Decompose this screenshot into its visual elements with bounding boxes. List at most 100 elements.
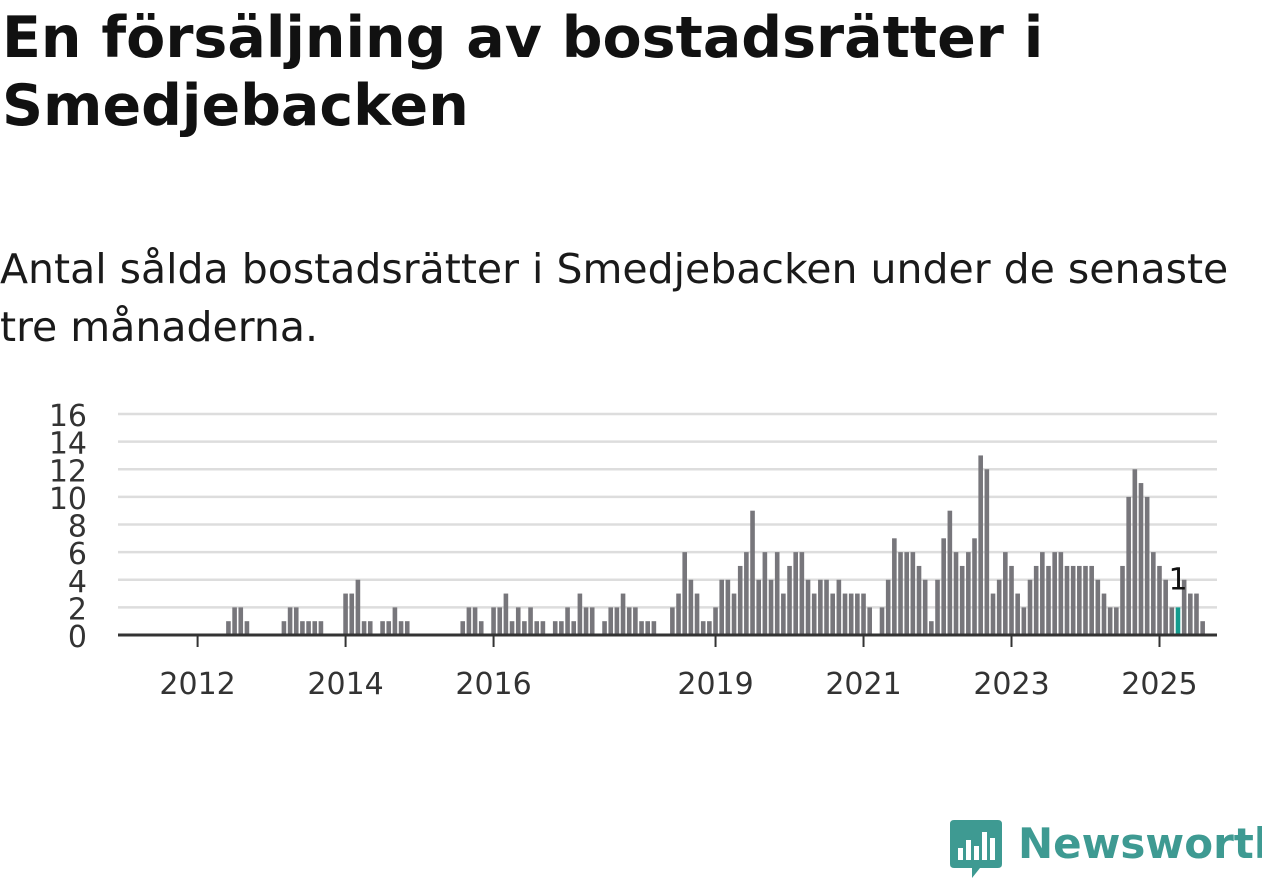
highlight-value-label: 1 [1168,562,1187,597]
bar [848,593,854,635]
x-tick-label: 2021 [825,667,901,700]
bar [1114,607,1119,636]
bar [1077,565,1082,635]
bar [904,552,909,636]
y-tick-label: 10 [49,482,87,517]
bar [959,565,965,635]
bar [565,607,570,636]
bar [571,621,577,635]
bar [460,621,466,635]
bar [343,593,348,635]
bar [620,593,626,635]
bar [497,607,503,636]
bar [380,621,385,635]
bar [1120,565,1125,635]
bar [861,593,866,635]
bar [941,538,946,635]
bar [1046,565,1051,635]
bar [491,607,496,636]
bar [1175,607,1181,636]
bar [602,621,607,635]
bars [226,455,1205,636]
bar [1107,607,1113,636]
bar [577,593,583,635]
bar [626,607,632,636]
x-tick-label: 2023 [973,667,1049,700]
bar [281,621,287,635]
bar [922,579,928,635]
bar [805,579,811,635]
bar [744,552,749,636]
bar [651,621,657,635]
bar [472,607,478,636]
bar [947,510,953,635]
bar [1070,565,1076,635]
bar [750,510,755,635]
bar [1138,483,1144,635]
bar [540,621,546,635]
bar [226,621,231,635]
bar [682,552,688,636]
bar [756,579,761,635]
bar [978,455,983,635]
x-tick-label: 2019 [677,667,753,700]
bar [707,621,712,635]
chart-title: En försäljning av bostadsrätter i Smedje… [2,5,1044,139]
x-tick-label: 2016 [455,667,531,700]
bar [509,621,515,635]
bar [1058,552,1064,636]
bar [898,552,903,636]
bar [719,579,725,635]
bar [583,607,589,636]
bar [386,621,392,635]
bar [953,552,959,636]
bar [1181,579,1187,635]
bar [1033,565,1039,635]
bar [972,538,977,635]
bar [1144,496,1150,636]
bar [614,607,620,636]
bar [916,565,922,635]
bar [670,607,675,636]
bar [398,621,404,635]
y-tick-label: 6 [68,537,87,572]
bar [984,469,990,635]
bar [1163,579,1168,635]
chart-subtitle: Antal sålda bostadsrätter i Smedjebacken… [0,245,1229,351]
bar [879,607,885,636]
bar [713,607,718,636]
bar [367,621,373,635]
bar [824,579,829,635]
bar [1157,565,1162,635]
y-tick-label: 4 [68,565,87,600]
bar [774,552,780,636]
y-tick-label: 16 [49,399,87,434]
bar [892,538,897,635]
bar [318,621,324,635]
bar [528,607,533,636]
y-tick-label: 0 [68,620,87,655]
bar [645,621,651,635]
bar [1040,552,1045,636]
x-tick-label: 2014 [307,667,383,700]
bar [522,621,527,635]
bar [466,607,472,636]
bar [1089,565,1094,635]
bar [355,579,361,635]
bar [768,579,774,635]
bar [694,593,700,635]
bar [830,593,835,635]
bar [300,621,305,635]
newsworthy-logo[interactable]: Newsworthy [950,818,1262,880]
bar [1101,593,1107,635]
bar [1021,607,1027,636]
bar [731,593,737,635]
brand-name: Newsworthy [1018,819,1262,868]
bar [589,607,595,636]
bar [608,607,614,636]
bar [404,621,410,635]
x-tick-label: 2012 [159,667,235,700]
bar [293,607,299,636]
